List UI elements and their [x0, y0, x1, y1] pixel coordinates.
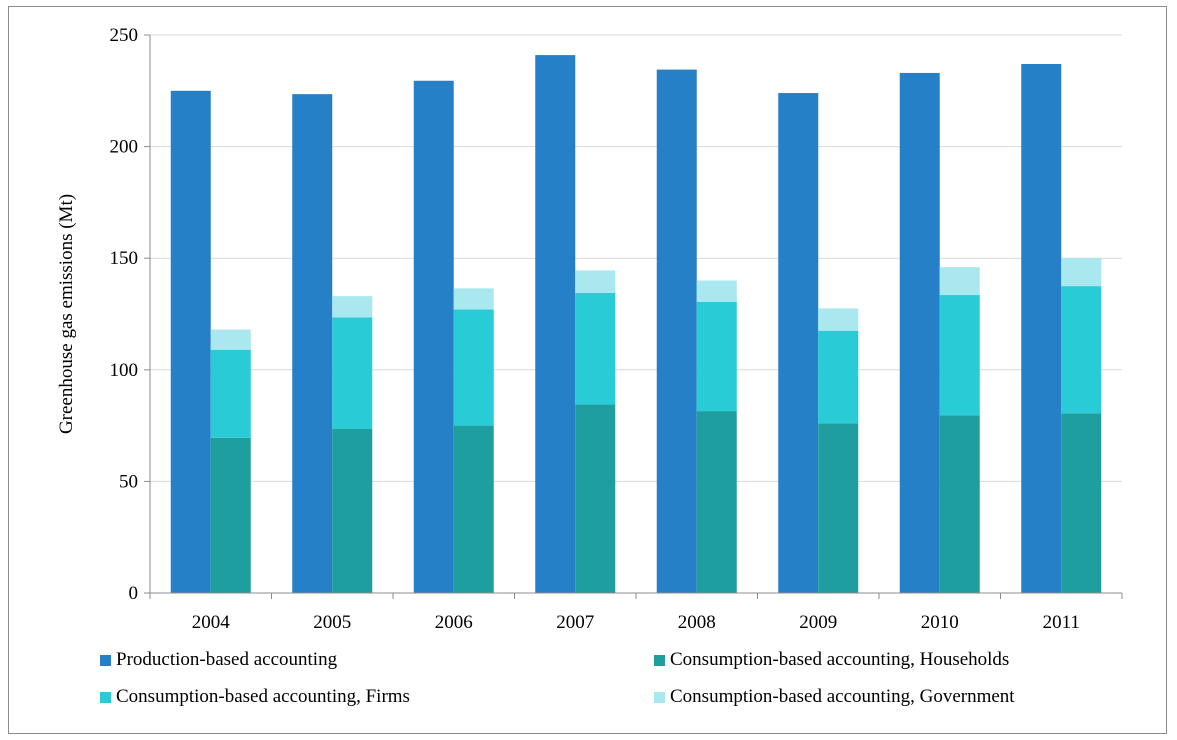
x-tick-label: 2004 — [192, 612, 231, 633]
bar-production-2004 — [170, 90, 211, 594]
x-tick-label: 2009 — [799, 612, 837, 633]
bar-consumption-government-2006 — [453, 288, 494, 310]
bar-consumption-government-2008 — [696, 280, 737, 302]
bar-consumption-households-2007 — [575, 404, 616, 593]
bar-consumption-firms-2004 — [210, 349, 251, 438]
y-tick-labels: 0 50 100 150 200 250 — [110, 25, 139, 604]
x-tick-label: 2010 — [921, 612, 959, 633]
bar-consumption-firms-2005 — [332, 317, 373, 429]
y-tick-label: 50 — [119, 471, 138, 492]
y-tick-label: 100 — [110, 360, 139, 381]
bar-production-2007 — [535, 55, 576, 593]
bar-consumption-government-2005 — [332, 296, 373, 318]
bar-consumption-households-2011 — [1061, 413, 1102, 593]
y-tick-label: 250 — [110, 25, 139, 46]
x-tick-label: 2011 — [1043, 612, 1080, 633]
bar-consumption-households-2005 — [332, 428, 373, 593]
x-tick-label: 2007 — [556, 612, 594, 633]
bar-consumption-firms-2009 — [818, 330, 859, 424]
bar-production-2006 — [413, 80, 454, 594]
bar-consumption-government-2007 — [575, 270, 616, 293]
x-tick-labels: 2004 2005 2006 2007 2008 2009 2010 2011 — [192, 612, 1080, 633]
bar-consumption-households-2004 — [210, 437, 251, 593]
y-tick-label: 150 — [110, 248, 139, 269]
bar-consumption-households-2006 — [453, 425, 494, 593]
bar-consumption-households-2010 — [939, 415, 980, 593]
bar-production-2008 — [656, 69, 697, 593]
bar-production-2010 — [899, 72, 940, 594]
bar-production-2009 — [778, 93, 819, 594]
bar-consumption-government-2004 — [210, 329, 251, 350]
bar-production-2011 — [1021, 64, 1062, 594]
bar-consumption-government-2009 — [818, 308, 859, 331]
bar-consumption-firms-2007 — [575, 292, 616, 405]
bar-consumption-firms-2008 — [696, 301, 737, 412]
bar-consumption-government-2011 — [1061, 258, 1102, 287]
y-tick-label: 200 — [110, 137, 139, 158]
x-tick-label: 2008 — [678, 612, 716, 633]
x-tick-label: 2005 — [313, 612, 351, 633]
bar-consumption-households-2008 — [696, 411, 737, 593]
bar-consumption-firms-2010 — [939, 295, 980, 416]
bar-consumption-firms-2006 — [453, 309, 494, 426]
axes — [149, 35, 1123, 599]
bar-consumption-households-2009 — [818, 423, 859, 593]
bar-production-2005 — [292, 94, 333, 593]
y-axis-title: Greenhouse gas emissions (Mt) — [56, 194, 77, 434]
y-tick-label: 0 — [129, 583, 139, 604]
bars — [170, 55, 1102, 594]
bar-consumption-government-2010 — [939, 267, 980, 296]
bar-consumption-firms-2011 — [1061, 286, 1102, 414]
x-tick-label: 2006 — [435, 612, 473, 633]
